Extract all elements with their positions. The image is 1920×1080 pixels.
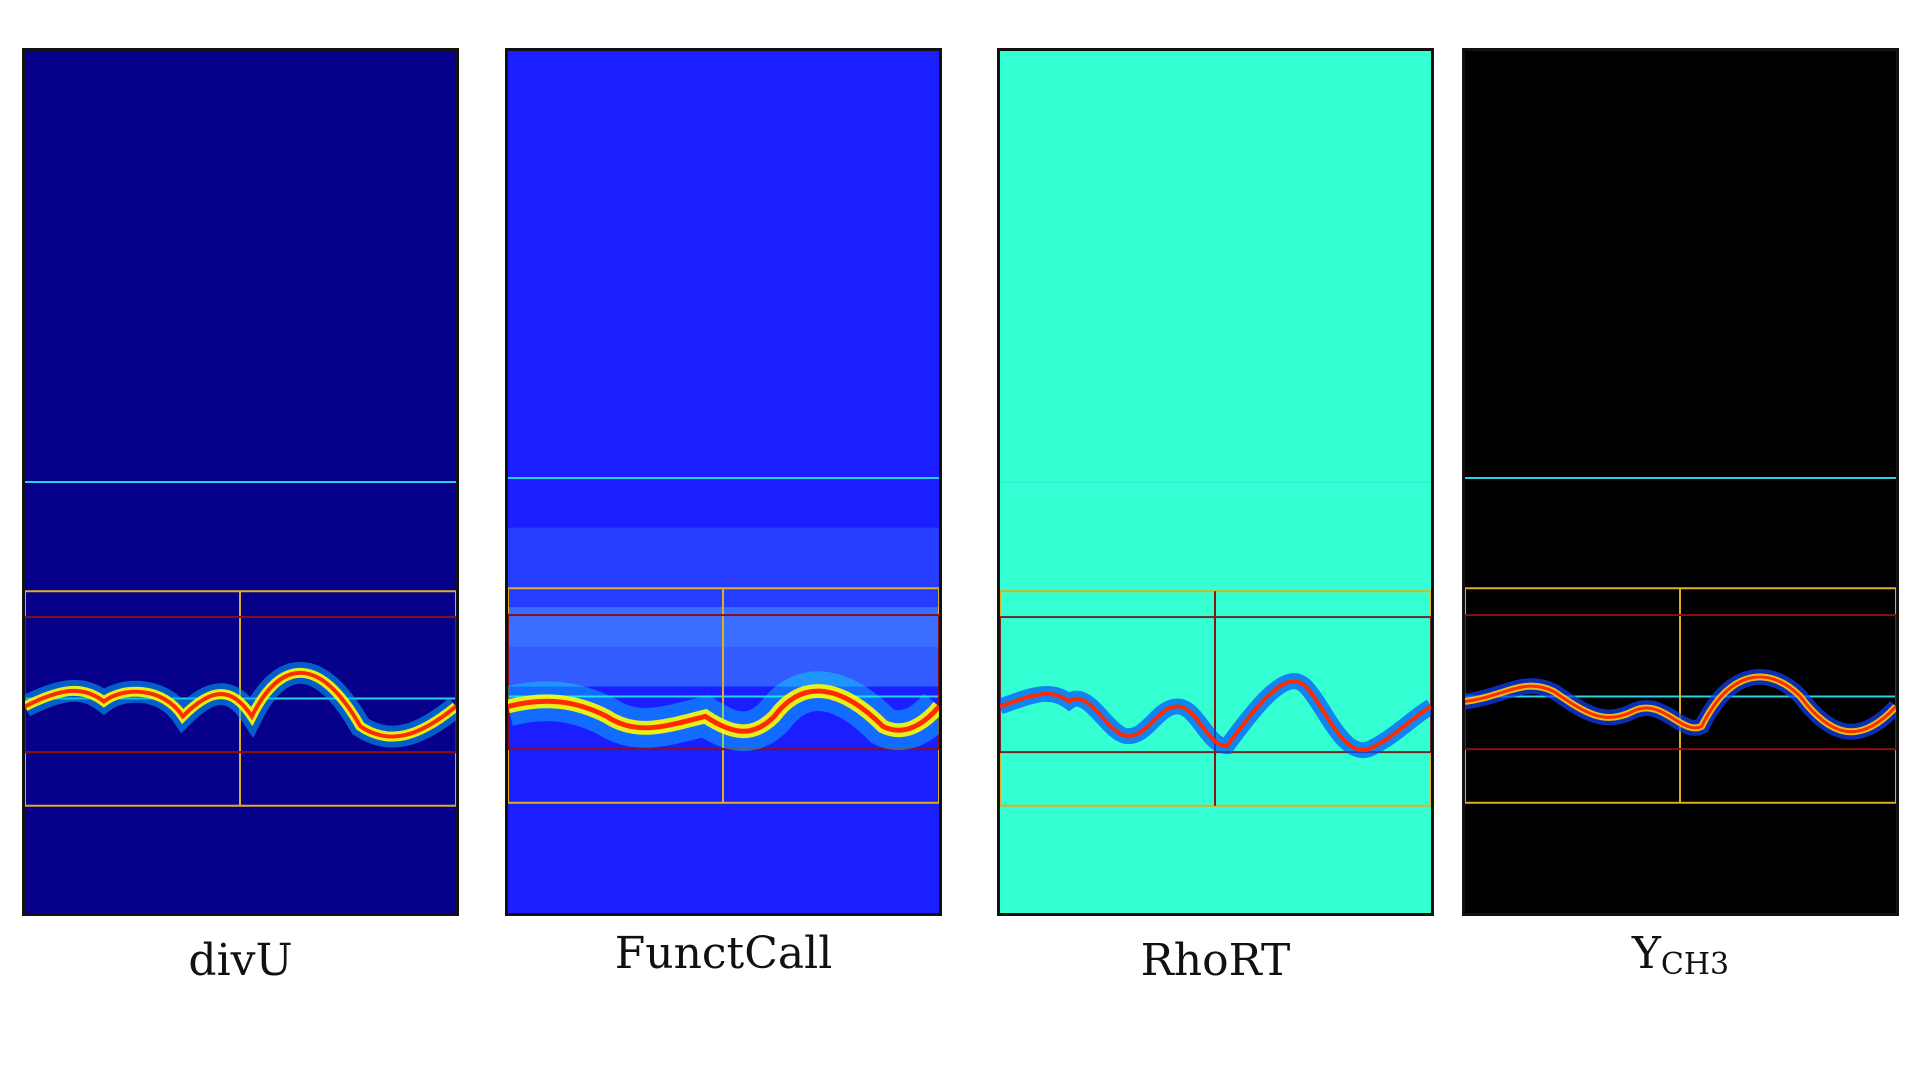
rhort-field-plot [1000, 481, 1431, 807]
panel-rhort [997, 48, 1434, 916]
level2-box [1465, 614, 1896, 751]
flame-front [1000, 673, 1431, 758]
ych3-field-plot [1465, 477, 1896, 804]
flame-front [25, 662, 456, 748]
label-subscript: CH3 [1660, 947, 1730, 982]
panel-ych3 [1462, 48, 1899, 916]
flame-front [508, 671, 939, 752]
level2-box [25, 616, 456, 754]
panel-divu [22, 48, 459, 916]
panel-label-functcall: FunctCall [614, 928, 833, 979]
divu-field-plot [25, 481, 456, 807]
label-main: Y [1631, 928, 1661, 979]
level2-box [508, 614, 939, 751]
level2-box [1000, 616, 1431, 754]
panel-functcall [505, 48, 942, 916]
flame-front [1465, 669, 1896, 740]
panel-label-ych3: YCH3 [1462, 928, 1899, 982]
panel-label-divu: divU [188, 935, 293, 986]
panel-label-rhort: RhoRT [1140, 935, 1291, 986]
functcall-field-plot [508, 477, 939, 804]
